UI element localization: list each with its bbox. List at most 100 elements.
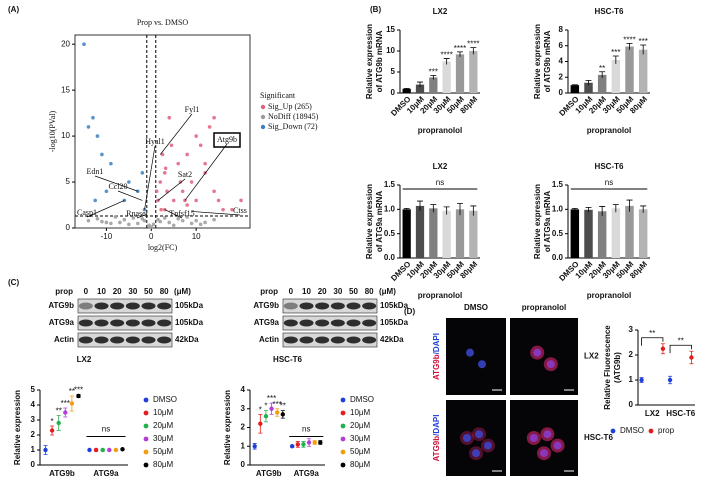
y-tick-label: 0: [66, 223, 71, 232]
bracket-label: **: [649, 329, 655, 338]
y-axis-label: Relative expression: [365, 24, 374, 99]
legend-marker: [648, 428, 654, 434]
data-point: [198, 143, 203, 148]
bracket: [669, 344, 692, 354]
lane-label: 0: [289, 287, 294, 296]
blot-band: [315, 319, 330, 327]
legend-label: 20μM: [350, 421, 371, 430]
data-point: [136, 221, 140, 226]
annotation: Fyl1: [185, 105, 200, 114]
error-bar: [599, 71, 606, 79]
y-tick-label: 6: [559, 41, 564, 50]
data-point: [239, 198, 243, 203]
annotation: Edn1: [87, 167, 104, 176]
bar: [570, 209, 580, 258]
blot-band: [125, 302, 140, 310]
panel-label: (B): [370, 5, 381, 14]
annotation: Casp1: [77, 208, 97, 217]
significance: ****: [454, 44, 466, 53]
error-bar: [640, 205, 647, 213]
data-point: [142, 218, 147, 223]
data-point: [171, 198, 176, 203]
error-bar: [443, 58, 450, 65]
x-axis-label: propranolol: [418, 126, 462, 135]
blot-band: [330, 302, 345, 310]
data-point: [194, 218, 198, 223]
data-point: [127, 222, 131, 227]
legend-label: 80μM: [350, 460, 371, 469]
stain-part: /DAPI: [432, 415, 441, 436]
error-bar: [571, 84, 578, 86]
blot-header: prop: [260, 287, 278, 296]
bar: [597, 211, 607, 258]
bar: [584, 209, 593, 258]
blot-band: [330, 336, 345, 344]
legend-label: Sig_Down (72): [268, 122, 318, 131]
annotation: ns: [102, 425, 110, 434]
y-tick-label: 5: [66, 177, 71, 186]
bar: [638, 49, 648, 93]
significance: ****: [467, 40, 479, 49]
data-point: [318, 440, 323, 445]
cell-nucleus: [466, 348, 474, 357]
significance: *: [51, 417, 54, 426]
blot-band: [110, 336, 125, 344]
blot-band: [157, 319, 172, 327]
y-tick-label: 1.0: [552, 204, 564, 213]
y-tick-label: 2: [241, 423, 246, 432]
blot-band: [362, 302, 377, 310]
chart-title: HSC-T6: [595, 7, 624, 16]
data-point: [295, 442, 301, 447]
chart-title: HSC-T6: [273, 355, 302, 364]
error-bar: [457, 51, 463, 57]
data-point: [230, 207, 234, 212]
legend-label: 10μM: [350, 408, 371, 417]
data-point: [185, 152, 189, 157]
y-axis-label: Relative expression: [13, 390, 22, 465]
x-tick-label: HSC-T6: [666, 409, 695, 418]
data-point: [212, 217, 216, 222]
data-point: [660, 346, 666, 351]
blot-band: [346, 319, 361, 327]
x-axis-label: log2(FC): [148, 243, 178, 252]
legend-label: 30μM: [350, 434, 371, 443]
blot-band: [346, 302, 361, 310]
error-bar: [443, 206, 450, 215]
legend-label: Sig_Up (265): [268, 102, 312, 111]
y-tick-label: 4: [559, 57, 564, 66]
significance: ****: [440, 51, 452, 60]
data-point: [160, 152, 165, 157]
blot-band: [362, 336, 377, 344]
lane-label: 20: [318, 287, 327, 296]
data-point: [167, 220, 172, 225]
y-axis-label: of ATG9b mRNA: [375, 30, 384, 92]
data-point: [176, 161, 181, 166]
legend-marker: [143, 449, 149, 455]
data-point: [140, 171, 145, 175]
legend-marker: [610, 428, 616, 434]
data-point: [95, 217, 100, 221]
data-point: [301, 442, 306, 447]
y-tick-label: 1.5: [552, 180, 564, 189]
plot-frame: [74, 34, 251, 229]
bar: [611, 208, 621, 258]
lane-label: 50: [349, 287, 358, 296]
lane-label: 80: [365, 287, 374, 296]
y-tick-label: 0: [391, 88, 396, 97]
annotation-leader: [136, 213, 147, 219]
error-bar: [470, 205, 477, 216]
annotation: Ctss: [233, 206, 247, 215]
bar: [442, 210, 451, 258]
data-point: [167, 115, 172, 120]
data-point: [263, 414, 269, 419]
bracket-label: **: [678, 336, 684, 345]
y-axis-label: Relative expression: [365, 184, 374, 259]
size-label: 42kDa: [380, 335, 404, 344]
data-point: [69, 401, 75, 406]
size-label: 105kDa: [380, 301, 409, 310]
annotation: Sat2: [178, 170, 192, 179]
lane-label: 20: [113, 287, 122, 296]
legend-label: 50μM: [153, 447, 174, 456]
data-point: [100, 152, 104, 157]
data-point: [162, 171, 167, 175]
